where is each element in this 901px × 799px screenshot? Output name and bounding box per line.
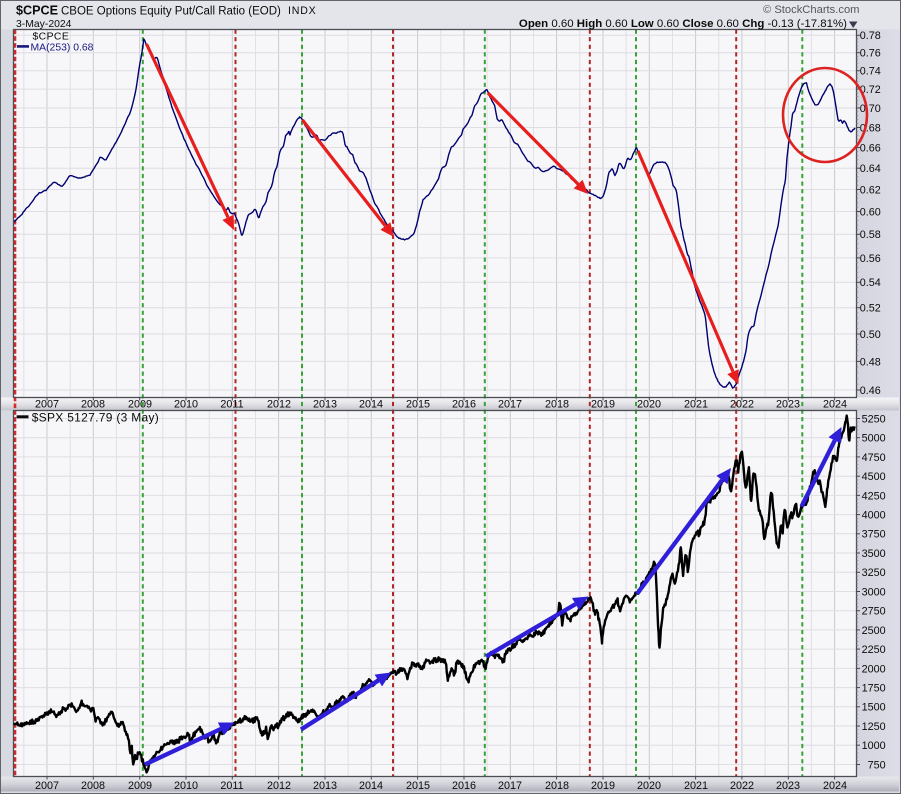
svg-text:2009: 2009: [128, 780, 152, 792]
svg-text:0.72: 0.72: [860, 84, 881, 96]
svg-text:4250: 4250: [862, 490, 886, 502]
svg-text:2011: 2011: [220, 780, 243, 792]
svg-text:4000: 4000: [862, 510, 886, 522]
svg-text:2023: 2023: [776, 399, 800, 411]
svg-text:0.62: 0.62: [860, 184, 881, 196]
svg-text:3250: 3250: [862, 567, 886, 579]
svg-text:0.58: 0.58: [860, 229, 881, 241]
svg-text:2500: 2500: [862, 625, 886, 637]
svg-text:2015: 2015: [406, 399, 430, 411]
svg-text:0.48: 0.48: [860, 356, 881, 368]
svg-text:2017: 2017: [498, 780, 522, 792]
svg-text:3000: 3000: [862, 586, 886, 598]
svg-text:2016: 2016: [452, 780, 476, 792]
svg-text:750: 750: [868, 759, 886, 771]
svg-text:CBOE Options Equity Put/Call R: CBOE Options Equity Put/Call Ratio (EOD): [61, 5, 281, 17]
svg-text:2250: 2250: [862, 644, 886, 656]
svg-text:2008: 2008: [81, 780, 105, 792]
svg-text:$CPCE: $CPCE: [16, 3, 58, 17]
svg-text:2022: 2022: [730, 399, 754, 411]
svg-text:2000: 2000: [862, 663, 886, 675]
svg-text:2011: 2011: [220, 399, 243, 411]
svg-text:2022: 2022: [730, 780, 754, 792]
svg-text:4750: 4750: [862, 452, 886, 464]
svg-text:$CPCE: $CPCE: [33, 31, 70, 42]
svg-text:3750: 3750: [862, 529, 886, 541]
svg-text:0.78: 0.78: [860, 30, 881, 42]
svg-text:2019: 2019: [591, 780, 615, 792]
svg-text:0.70: 0.70: [860, 103, 881, 115]
svg-text:3-May-2024: 3-May-2024: [16, 19, 72, 30]
svg-text:2020: 2020: [637, 780, 661, 792]
svg-text:5250: 5250: [862, 413, 886, 425]
svg-text:5000: 5000: [862, 433, 886, 445]
svg-text:2021: 2021: [684, 399, 708, 411]
svg-text:0.74: 0.74: [860, 66, 881, 78]
svg-text:2010: 2010: [174, 399, 198, 411]
svg-text:© StockCharts.com: © StockCharts.com: [763, 4, 860, 16]
svg-text:4500: 4500: [862, 471, 886, 483]
svg-text:2014: 2014: [359, 780, 383, 792]
svg-text:1500: 1500: [862, 702, 886, 714]
svg-text:2009: 2009: [128, 399, 152, 411]
svg-text:INDX: INDX: [288, 5, 317, 17]
svg-text:2013: 2013: [313, 780, 337, 792]
svg-text:1000: 1000: [862, 740, 886, 752]
svg-text:0.54: 0.54: [860, 277, 881, 289]
svg-text:2024: 2024: [823, 399, 847, 411]
svg-text:2010: 2010: [174, 780, 198, 792]
svg-text:1250: 1250: [862, 721, 886, 733]
svg-text:2012: 2012: [267, 780, 291, 792]
svg-text:2024: 2024: [823, 780, 847, 792]
svg-text:2019: 2019: [591, 399, 615, 411]
svg-text:2018: 2018: [545, 399, 569, 411]
svg-text:0.52: 0.52: [860, 303, 881, 315]
svg-text:MA(253) 0.68: MA(253) 0.68: [31, 43, 94, 54]
svg-text:2008: 2008: [81, 399, 105, 411]
svg-text:2016: 2016: [452, 399, 476, 411]
svg-text:2013: 2013: [313, 399, 337, 411]
svg-text:1750: 1750: [862, 683, 886, 695]
svg-text:0.76: 0.76: [860, 48, 881, 60]
svg-text:2007: 2007: [35, 399, 59, 411]
svg-text:0.66: 0.66: [860, 142, 881, 154]
svg-text:0.46: 0.46: [860, 385, 881, 397]
svg-text:2021: 2021: [684, 780, 708, 792]
svg-text:Open 0.60 High 0.60 Low 0.60 C: Open 0.60 High 0.60 Low 0.60 Close 0.60 …: [519, 18, 847, 30]
svg-text:2007: 2007: [35, 780, 59, 792]
svg-text:2014: 2014: [359, 399, 383, 411]
svg-text:0.56: 0.56: [860, 253, 881, 265]
svg-text:2023: 2023: [776, 780, 800, 792]
svg-text:0.64: 0.64: [860, 163, 881, 175]
svg-text:0.60: 0.60: [860, 206, 881, 218]
svg-text:2012: 2012: [267, 399, 291, 411]
svg-text:2750: 2750: [862, 606, 886, 618]
svg-text:2018: 2018: [545, 780, 569, 792]
svg-text:2020: 2020: [637, 399, 661, 411]
svg-text:3500: 3500: [862, 548, 886, 560]
svg-text:2015: 2015: [406, 780, 430, 792]
svg-text:0.50: 0.50: [860, 329, 881, 341]
svg-text:$SPX 5127.79 (3 May): $SPX 5127.79 (3 May): [32, 410, 159, 424]
svg-text:2017: 2017: [498, 399, 522, 411]
